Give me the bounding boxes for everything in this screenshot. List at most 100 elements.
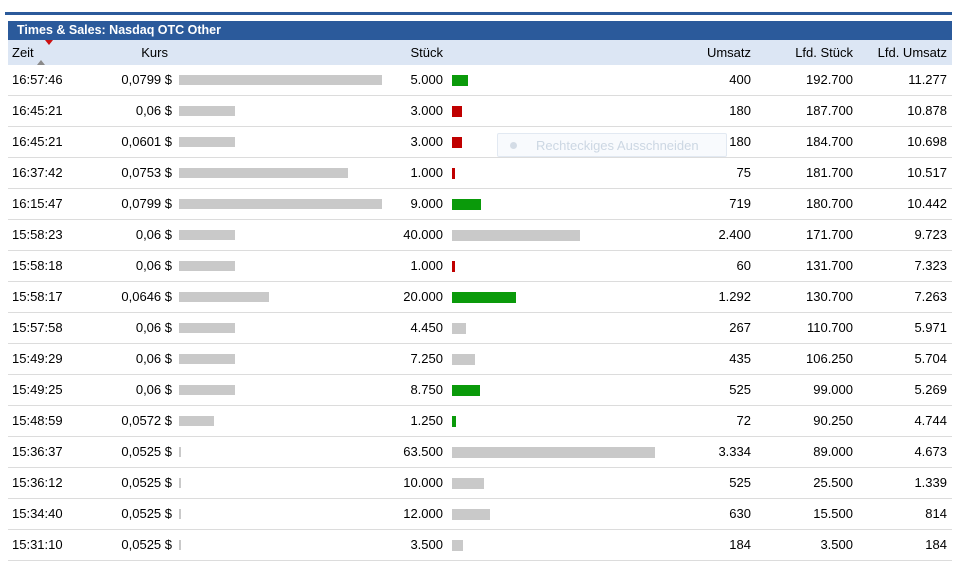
table-row: 16:45:21 0,0601 $ 3.000 180 184.700 10.6… xyxy=(8,127,952,158)
column-header-zeit-label: Zeit xyxy=(12,45,34,60)
time-cell: 15:57:58 xyxy=(12,320,63,335)
price-bar xyxy=(179,230,235,240)
cumulative-volume-cell: 192.700 xyxy=(806,72,853,87)
table-row: 16:15:47 0,0799 $ 9.000 719 180.700 10.4… xyxy=(8,189,952,220)
price-cell: 0,06 $ xyxy=(135,103,172,118)
volume-bar xyxy=(452,137,462,148)
cumulative-volume-cell: 25.500 xyxy=(813,475,853,490)
turnover-cell: 525 xyxy=(729,475,751,490)
price-cell: 0,0601 $ xyxy=(121,134,172,149)
volume-bar xyxy=(452,385,480,396)
cumulative-turnover-cell: 10.878 xyxy=(907,103,947,118)
time-cell: 15:49:25 xyxy=(12,382,63,397)
volume-cell: 8.750 xyxy=(410,382,443,397)
volume-cell: 7.250 xyxy=(410,351,443,366)
time-cell: 16:57:46 xyxy=(12,72,63,87)
price-bar xyxy=(179,323,235,333)
turnover-cell: 60 xyxy=(736,258,751,273)
volume-cell: 4.450 xyxy=(410,320,443,335)
turnover-cell: 2.400 xyxy=(718,227,751,242)
column-header-kurs[interactable]: Kurs xyxy=(141,45,168,60)
time-cell: 15:58:18 xyxy=(12,258,63,273)
price-cell: 0,06 $ xyxy=(135,351,172,366)
cumulative-turnover-cell: 4.744 xyxy=(914,413,947,428)
cumulative-volume-cell: 110.700 xyxy=(806,320,853,335)
column-header-zeit[interactable]: Zeit xyxy=(12,39,53,65)
volume-cell: 12.000 xyxy=(403,506,443,521)
price-bar xyxy=(179,292,269,302)
cumulative-volume-cell: 181.700 xyxy=(806,165,853,180)
price-bar xyxy=(179,75,382,85)
column-header-lfd-umsatz[interactable]: Lfd. Umsatz xyxy=(877,45,947,60)
volume-bar xyxy=(452,168,455,179)
volume-cell: 40.000 xyxy=(403,227,443,242)
table-row: 15:36:12 0,0525 $ 10.000 525 25.500 1.33… xyxy=(8,468,952,499)
table-row: 15:57:58 0,06 $ 4.450 267 110.700 5.971 xyxy=(8,313,952,344)
turnover-cell: 719 xyxy=(729,196,751,211)
table-row: 15:58:18 0,06 $ 1.000 60 131.700 7.323 xyxy=(8,251,952,282)
volume-bar xyxy=(452,540,463,551)
volume-cell: 10.000 xyxy=(403,475,443,490)
column-header-lfd-stueck[interactable]: Lfd. Stück xyxy=(795,45,853,60)
price-cell: 0,0799 $ xyxy=(121,196,172,211)
price-cell: 0,0525 $ xyxy=(121,475,172,490)
cumulative-volume-cell: 187.700 xyxy=(806,103,853,118)
time-cell: 15:36:37 xyxy=(12,444,63,459)
price-bar xyxy=(179,385,235,395)
cumulative-turnover-cell: 5.971 xyxy=(914,320,947,335)
column-header-stueck[interactable]: Stück xyxy=(410,45,443,60)
volume-bar xyxy=(452,261,455,272)
table-row: 16:37:42 0,0753 $ 1.000 75 181.700 10.51… xyxy=(8,158,952,189)
cumulative-volume-cell: 90.250 xyxy=(813,413,853,428)
time-cell: 15:48:59 xyxy=(12,413,63,428)
volume-cell: 63.500 xyxy=(403,444,443,459)
table-row: 16:45:21 0,06 $ 3.000 180 187.700 10.878 xyxy=(8,96,952,127)
time-cell: 15:58:17 xyxy=(12,289,63,304)
volume-cell: 3.000 xyxy=(410,103,443,118)
volume-bar xyxy=(452,199,481,210)
turnover-cell: 435 xyxy=(729,351,751,366)
volume-bar xyxy=(452,478,484,489)
price-bar xyxy=(179,509,181,519)
cumulative-turnover-cell: 4.673 xyxy=(914,444,947,459)
volume-cell: 3.500 xyxy=(410,537,443,552)
turnover-cell: 400 xyxy=(729,72,751,87)
cumulative-volume-cell: 131.700 xyxy=(806,258,853,273)
cumulative-turnover-cell: 1.339 xyxy=(914,475,947,490)
price-bar xyxy=(179,106,235,116)
volume-cell: 9.000 xyxy=(410,196,443,211)
price-bar xyxy=(179,447,181,457)
table-row: 15:48:59 0,0572 $ 1.250 72 90.250 4.744 xyxy=(8,406,952,437)
cumulative-turnover-cell: 5.269 xyxy=(914,382,947,397)
cumulative-turnover-cell: 7.263 xyxy=(914,289,947,304)
price-cell: 0,0525 $ xyxy=(121,537,172,552)
cumulative-turnover-cell: 10.442 xyxy=(907,196,947,211)
volume-bar xyxy=(452,509,490,520)
turnover-cell: 72 xyxy=(736,413,751,428)
turnover-cell: 267 xyxy=(729,320,751,335)
volume-bar xyxy=(452,230,580,241)
column-header-umsatz[interactable]: Umsatz xyxy=(706,45,751,60)
time-cell: 15:36:12 xyxy=(12,475,63,490)
volume-bar xyxy=(452,292,516,303)
volume-cell: 1.000 xyxy=(410,165,443,180)
snipping-tool-tooltip-label: Rechteckiges Ausschneiden xyxy=(536,137,699,153)
volume-cell: 20.000 xyxy=(403,289,443,304)
table-row: 15:34:40 0,0525 $ 12.000 630 15.500 814 xyxy=(8,499,952,530)
volume-bar xyxy=(452,354,475,365)
turnover-cell: 180 xyxy=(729,103,751,118)
turnover-cell: 3.334 xyxy=(718,444,751,459)
time-cell: 16:37:42 xyxy=(12,165,63,180)
trades-table-body: 16:57:46 0,0799 $ 5.000 400 192.700 11.2… xyxy=(8,65,952,561)
price-bar xyxy=(179,261,235,271)
price-cell: 0,0799 $ xyxy=(121,72,172,87)
table-header-row: Zeit Kurs Stück Umsatz Lfd. Stück Lfd. U… xyxy=(8,39,952,65)
cumulative-turnover-cell: 184 xyxy=(925,537,947,552)
volume-cell: 5.000 xyxy=(410,72,443,87)
turnover-cell: 1.292 xyxy=(718,289,751,304)
volume-bar xyxy=(452,416,456,427)
time-cell: 15:34:40 xyxy=(12,506,63,521)
price-cell: 0,0572 $ xyxy=(121,413,172,428)
cumulative-turnover-cell: 10.517 xyxy=(907,165,947,180)
top-divider xyxy=(5,12,952,15)
